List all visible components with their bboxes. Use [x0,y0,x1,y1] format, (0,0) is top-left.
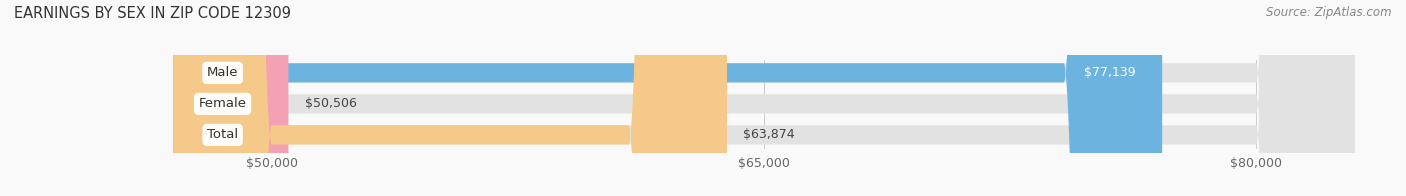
Text: Female: Female [198,97,246,110]
FancyBboxPatch shape [173,0,288,196]
FancyBboxPatch shape [173,0,1163,196]
Text: Total: Total [207,128,238,141]
Text: $77,139: $77,139 [1084,66,1136,79]
Text: $63,874: $63,874 [744,128,794,141]
FancyBboxPatch shape [173,0,727,196]
Text: Male: Male [207,66,239,79]
FancyBboxPatch shape [173,0,1354,196]
Text: Source: ZipAtlas.com: Source: ZipAtlas.com [1267,6,1392,19]
Text: $50,506: $50,506 [305,97,357,110]
Text: EARNINGS BY SEX IN ZIP CODE 12309: EARNINGS BY SEX IN ZIP CODE 12309 [14,6,291,21]
FancyBboxPatch shape [173,0,1354,196]
FancyBboxPatch shape [173,0,1354,196]
